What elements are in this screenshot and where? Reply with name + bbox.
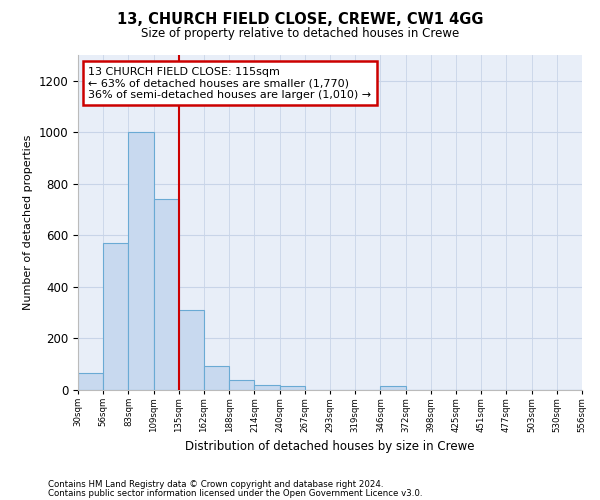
- Bar: [128, 132, 154, 390]
- Bar: [179, 310, 204, 390]
- Bar: [280, 386, 305, 390]
- Bar: [154, 200, 179, 390]
- Bar: [380, 386, 406, 390]
- Y-axis label: Number of detached properties: Number of detached properties: [23, 135, 33, 310]
- Bar: [103, 243, 128, 390]
- Text: Contains HM Land Registry data © Crown copyright and database right 2024.: Contains HM Land Registry data © Crown c…: [48, 480, 383, 489]
- Text: Size of property relative to detached houses in Crewe: Size of property relative to detached ho…: [141, 28, 459, 40]
- Bar: [204, 366, 229, 390]
- Text: Contains public sector information licensed under the Open Government Licence v3: Contains public sector information licen…: [48, 489, 422, 498]
- Text: 13, CHURCH FIELD CLOSE, CREWE, CW1 4GG: 13, CHURCH FIELD CLOSE, CREWE, CW1 4GG: [117, 12, 483, 28]
- Bar: [254, 385, 280, 390]
- Text: 13 CHURCH FIELD CLOSE: 115sqm
← 63% of detached houses are smaller (1,770)
36% o: 13 CHURCH FIELD CLOSE: 115sqm ← 63% of d…: [88, 66, 371, 100]
- Bar: [229, 380, 254, 390]
- X-axis label: Distribution of detached houses by size in Crewe: Distribution of detached houses by size …: [185, 440, 475, 453]
- Bar: [78, 373, 103, 390]
